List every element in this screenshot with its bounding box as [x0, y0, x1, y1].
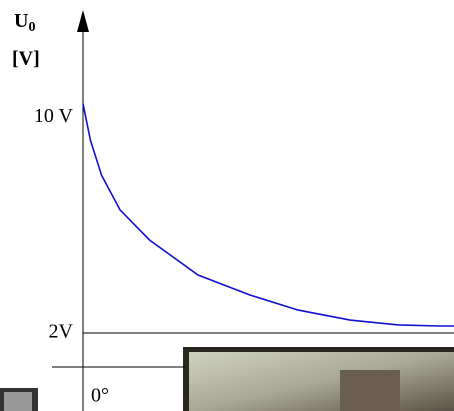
chart: U0 [V] 10 V 2V 0° [0, 0, 454, 411]
y-label: U0 [14, 10, 35, 36]
curve [83, 104, 454, 326]
y-tick-label: 2V [49, 321, 74, 343]
y-label-sub: 0 [28, 20, 35, 35]
photo [189, 352, 454, 411]
x-tick-label: 0° [91, 385, 109, 407]
photo-detail [340, 370, 400, 411]
y-unit: [V] [12, 48, 40, 70]
photo-small-inner [4, 392, 32, 411]
y-label-main: U [14, 10, 28, 32]
y-tick-label: 10 V [34, 105, 74, 127]
y-axis-arrow [77, 10, 89, 32]
